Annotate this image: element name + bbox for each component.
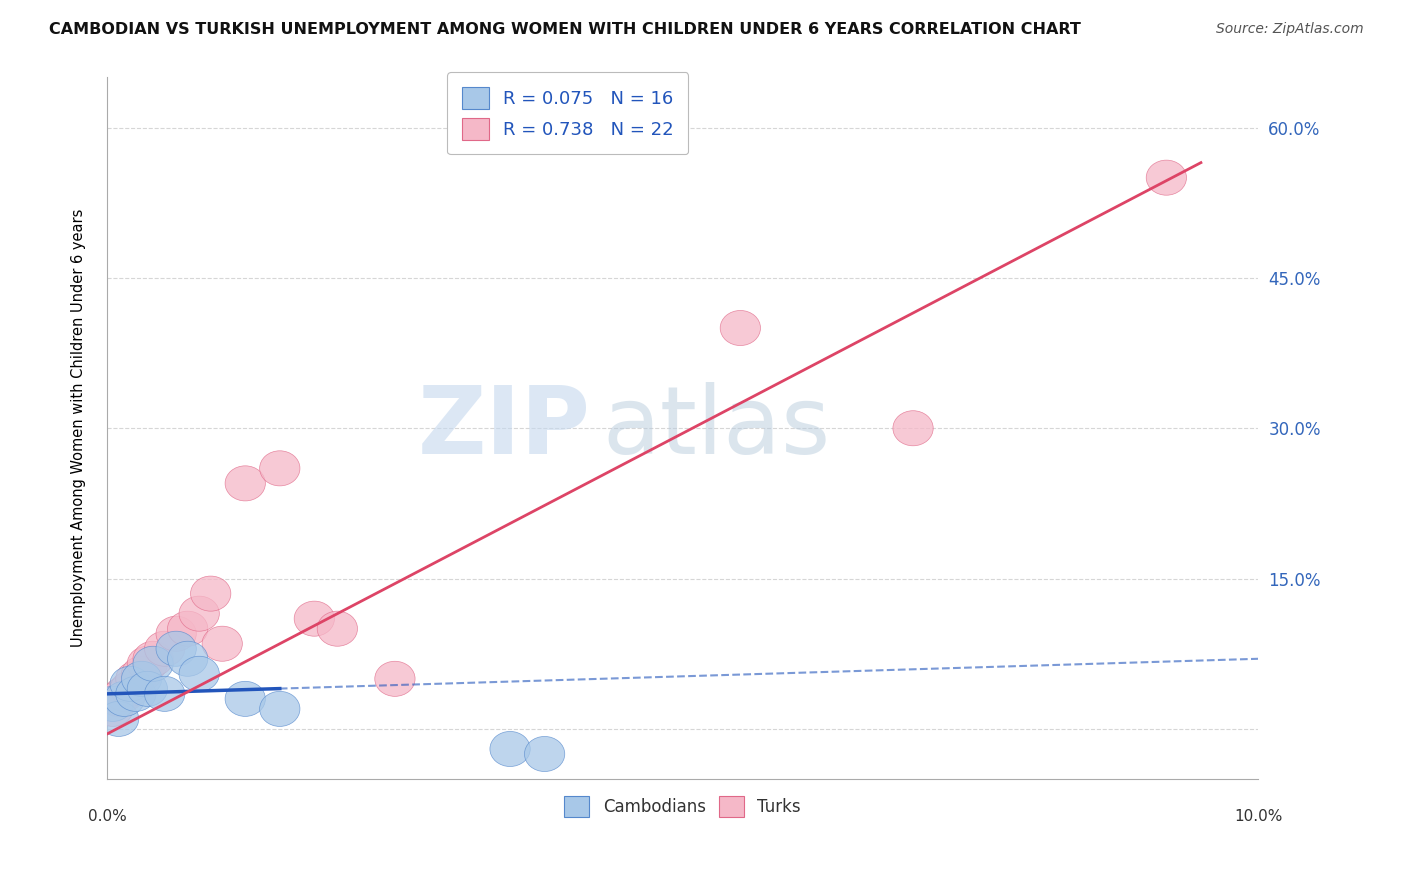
Ellipse shape [121, 657, 162, 691]
Ellipse shape [115, 676, 156, 712]
Ellipse shape [167, 611, 208, 646]
Ellipse shape [98, 681, 139, 716]
Ellipse shape [1146, 161, 1187, 195]
Ellipse shape [156, 616, 197, 651]
Ellipse shape [225, 466, 266, 501]
Y-axis label: Unemployment Among Women with Children Under 6 years: Unemployment Among Women with Children U… [72, 209, 86, 648]
Ellipse shape [260, 450, 299, 486]
Text: Source: ZipAtlas.com: Source: ZipAtlas.com [1216, 22, 1364, 37]
Text: atlas: atlas [602, 383, 831, 475]
Ellipse shape [167, 641, 208, 676]
Ellipse shape [179, 596, 219, 632]
Ellipse shape [98, 701, 139, 737]
Ellipse shape [134, 641, 173, 676]
Ellipse shape [104, 676, 145, 712]
Ellipse shape [93, 691, 134, 726]
Ellipse shape [225, 681, 266, 716]
Ellipse shape [260, 691, 299, 726]
Text: 0.0%: 0.0% [87, 809, 127, 824]
Text: 10.0%: 10.0% [1234, 809, 1282, 824]
Ellipse shape [294, 601, 335, 636]
Ellipse shape [121, 661, 162, 697]
Legend: Cambodians, Turks: Cambodians, Turks [558, 789, 808, 823]
Ellipse shape [179, 657, 219, 691]
Text: CAMBODIAN VS TURKISH UNEMPLOYMENT AMONG WOMEN WITH CHILDREN UNDER 6 YEARS CORREL: CAMBODIAN VS TURKISH UNEMPLOYMENT AMONG … [49, 22, 1081, 37]
Ellipse shape [720, 310, 761, 345]
Ellipse shape [191, 576, 231, 611]
Ellipse shape [375, 661, 415, 697]
Ellipse shape [156, 632, 197, 666]
Ellipse shape [127, 646, 167, 681]
Ellipse shape [93, 686, 134, 722]
Ellipse shape [110, 672, 150, 706]
Ellipse shape [489, 731, 530, 766]
Ellipse shape [145, 632, 184, 666]
Ellipse shape [145, 676, 184, 712]
Ellipse shape [524, 737, 565, 772]
Text: ZIP: ZIP [418, 383, 591, 475]
Ellipse shape [115, 661, 156, 697]
Ellipse shape [318, 611, 357, 646]
Ellipse shape [202, 626, 242, 661]
Ellipse shape [104, 681, 145, 716]
Ellipse shape [127, 672, 167, 706]
Ellipse shape [893, 410, 934, 446]
Ellipse shape [110, 666, 150, 701]
Ellipse shape [134, 646, 173, 681]
